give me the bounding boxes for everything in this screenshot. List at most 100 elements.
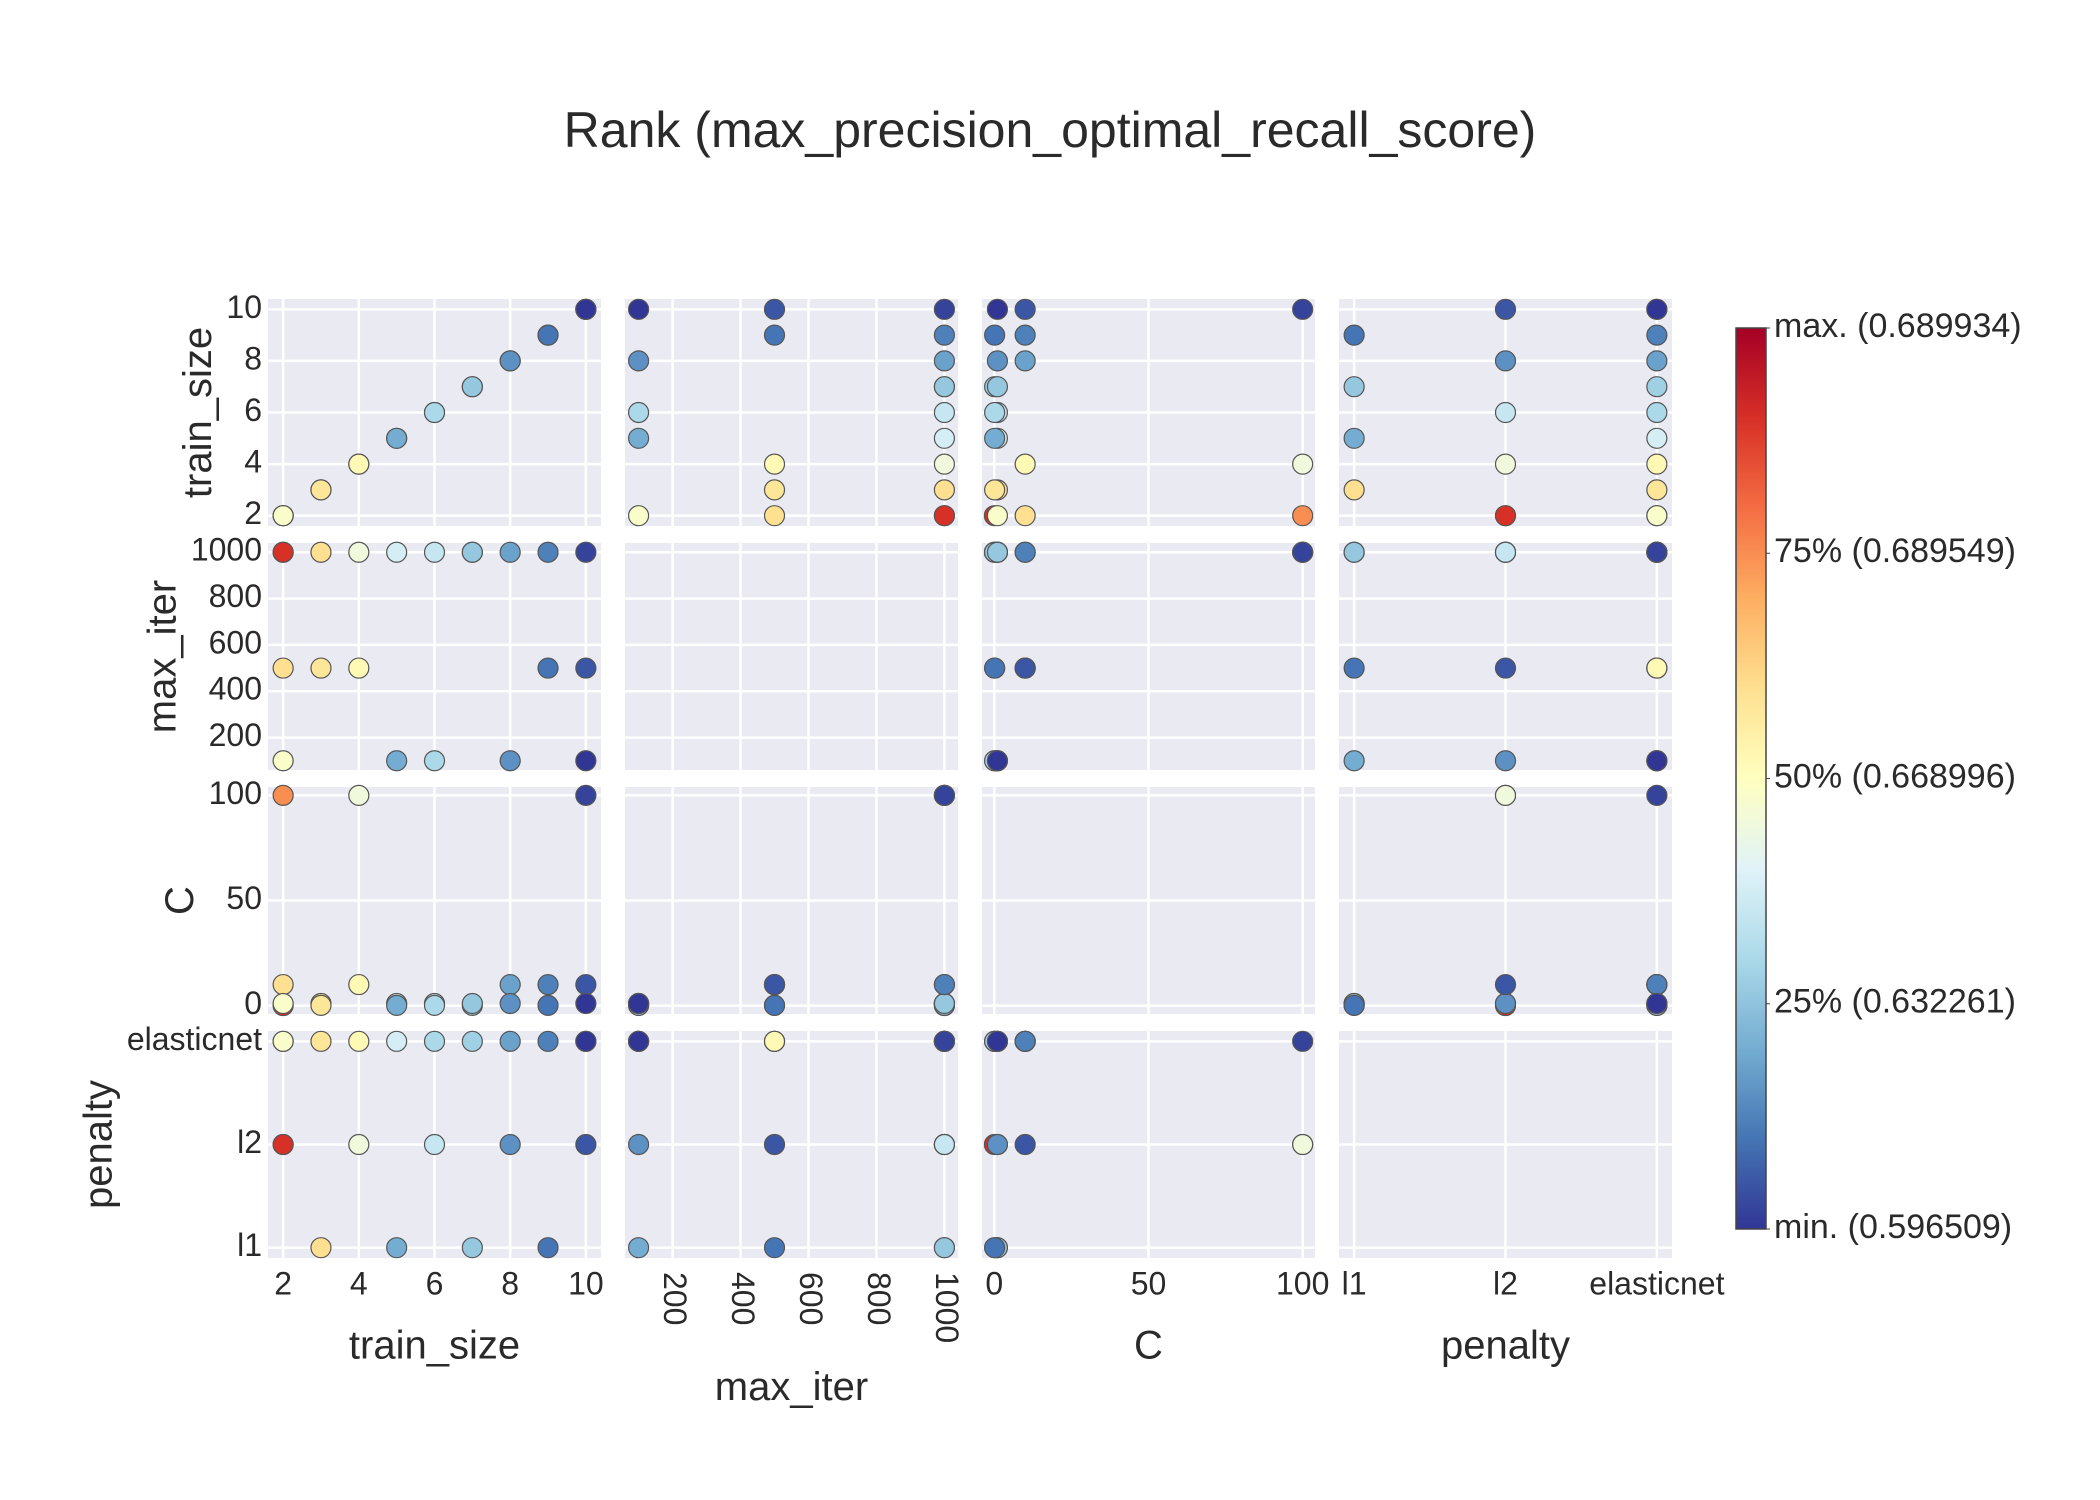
point xyxy=(386,541,408,563)
point xyxy=(1343,427,1365,449)
point xyxy=(1292,298,1314,320)
point xyxy=(984,427,1006,449)
point xyxy=(386,1030,408,1052)
point xyxy=(537,324,559,346)
y-axis-title: C xyxy=(158,886,202,915)
point xyxy=(310,994,332,1016)
point xyxy=(763,1237,786,1259)
y-tick-label: 2 xyxy=(244,495,262,531)
point xyxy=(1343,657,1365,679)
colorbar-tick-label: 25% (0.632261) xyxy=(1774,983,2016,1021)
point xyxy=(1014,657,1036,679)
point xyxy=(1494,973,1517,996)
point xyxy=(933,992,956,1015)
point xyxy=(310,479,332,501)
y-tick-label: 0 xyxy=(244,985,262,1021)
point xyxy=(461,1237,483,1259)
point xyxy=(1343,376,1365,398)
point xyxy=(575,298,597,320)
point xyxy=(1494,992,1517,1015)
point xyxy=(933,479,956,501)
x-tick-label: 6 xyxy=(426,1265,444,1301)
point xyxy=(1292,1030,1314,1052)
point xyxy=(1343,479,1365,501)
point xyxy=(1494,401,1517,424)
point xyxy=(763,1030,786,1052)
point xyxy=(575,784,597,807)
chart-title: Rank (max_precision_optimal_recall_score… xyxy=(564,102,1537,158)
point xyxy=(1014,1030,1036,1052)
point xyxy=(272,1133,294,1156)
point xyxy=(933,427,956,449)
colorbar-tick-label: 75% (0.689549) xyxy=(1774,532,2016,570)
x-tick-label: 800 xyxy=(861,1272,897,1325)
point xyxy=(386,427,408,449)
point xyxy=(537,1237,559,1259)
point xyxy=(1343,750,1365,772)
point xyxy=(1494,453,1517,475)
point xyxy=(1646,350,1668,372)
point xyxy=(1494,541,1517,563)
point xyxy=(933,1030,956,1052)
y-axis-title: train_size xyxy=(176,327,220,498)
y-tick-label: l2 xyxy=(237,1124,262,1160)
point xyxy=(461,992,483,1015)
point xyxy=(499,350,521,372)
x-tick-label: 400 xyxy=(725,1272,761,1325)
point xyxy=(423,401,446,424)
x-tick-label: l2 xyxy=(1493,1265,1518,1301)
y-tick-label: 600 xyxy=(209,624,262,660)
y-tick-label: 1000 xyxy=(191,532,262,568)
x-axis-title: train_size xyxy=(349,1324,520,1368)
y-axis-title: penalty xyxy=(76,1080,120,1209)
point xyxy=(575,750,597,772)
point xyxy=(348,973,370,996)
point xyxy=(763,324,786,346)
point xyxy=(984,657,1006,679)
point xyxy=(1646,479,1668,501)
point xyxy=(984,401,1006,424)
y-tick-label: 800 xyxy=(209,578,262,614)
point xyxy=(763,973,786,996)
point xyxy=(933,1237,956,1259)
x-tick-label: 600 xyxy=(793,1272,829,1325)
point xyxy=(1014,350,1036,372)
point xyxy=(461,541,483,563)
point xyxy=(272,541,294,563)
point xyxy=(575,541,597,563)
point xyxy=(423,1133,446,1156)
x-tick-label: 8 xyxy=(501,1265,519,1301)
point xyxy=(933,401,956,424)
point xyxy=(986,376,1009,398)
point xyxy=(627,1030,650,1052)
point xyxy=(537,541,559,563)
x-tick-label: 200 xyxy=(657,1272,693,1325)
point xyxy=(1343,541,1365,563)
point xyxy=(499,1133,521,1156)
x-tick-label: 1000 xyxy=(929,1272,965,1343)
point xyxy=(1646,453,1668,475)
point xyxy=(627,427,650,449)
x-tick-label: 100 xyxy=(1276,1265,1329,1301)
point xyxy=(1014,541,1036,563)
point xyxy=(984,324,1006,346)
point xyxy=(627,298,650,320)
y-tick-label: 8 xyxy=(244,340,262,376)
x-tick-label: l1 xyxy=(1342,1265,1367,1301)
y-tick-label: 400 xyxy=(209,671,262,707)
y-tick-label: l1 xyxy=(237,1227,262,1263)
point xyxy=(986,298,1009,320)
point xyxy=(499,973,521,996)
point xyxy=(627,350,650,372)
point xyxy=(1292,453,1314,475)
point xyxy=(348,453,370,475)
point xyxy=(310,541,332,563)
y-tick-label: 4 xyxy=(244,444,262,480)
point xyxy=(933,350,956,372)
point xyxy=(537,973,559,996)
point xyxy=(348,1133,370,1156)
point xyxy=(1494,657,1517,679)
point xyxy=(1646,750,1668,772)
point xyxy=(1343,324,1365,346)
